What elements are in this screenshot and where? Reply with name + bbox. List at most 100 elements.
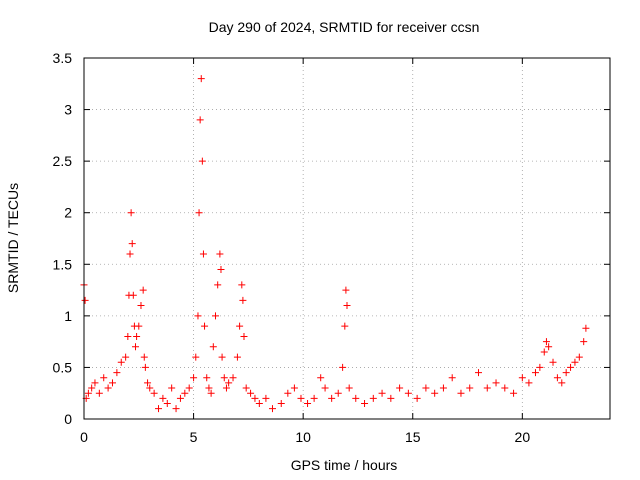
data-point [558, 379, 566, 387]
data-point [199, 250, 207, 258]
data-point [172, 405, 180, 413]
data-point [181, 389, 189, 397]
data-point [132, 343, 140, 351]
data-point [129, 291, 137, 299]
data-point [88, 384, 96, 392]
data-points [80, 75, 590, 413]
data-point [290, 384, 298, 392]
data-point [284, 389, 292, 397]
data-point [100, 374, 108, 382]
data-point [247, 389, 255, 397]
data-point [369, 394, 377, 402]
data-point [255, 400, 263, 408]
data-point [150, 389, 158, 397]
data-point [396, 384, 404, 392]
data-point [84, 389, 92, 397]
x-tick-label: 15 [405, 429, 421, 445]
data-point [195, 209, 203, 217]
data-point [238, 281, 246, 289]
y-tick-label: 1 [64, 308, 72, 324]
data-point [242, 384, 250, 392]
data-point [185, 384, 193, 392]
y-tick-label: 3 [64, 102, 72, 118]
data-point [567, 363, 575, 371]
data-point [328, 394, 336, 402]
data-point [575, 353, 583, 361]
data-point [124, 332, 132, 340]
data-point [207, 389, 215, 397]
data-point [95, 389, 103, 397]
y-tick-label: 3.5 [53, 50, 73, 66]
data-point [304, 400, 312, 408]
data-point [216, 250, 224, 258]
plot-frame [83, 57, 611, 420]
data-point [113, 369, 121, 377]
data-point [582, 324, 590, 332]
data-point [127, 209, 135, 217]
data-point [209, 343, 217, 351]
data-point [163, 400, 171, 408]
data-point [218, 353, 226, 361]
data-point [176, 394, 184, 402]
data-point [334, 389, 342, 397]
data-point [536, 363, 544, 371]
data-point [117, 358, 125, 366]
data-point [317, 374, 325, 382]
data-point [413, 394, 421, 402]
data-point [542, 338, 550, 346]
data-point [81, 296, 89, 304]
y-tick-label: 0 [64, 411, 72, 427]
data-point [220, 374, 228, 382]
data-point [345, 384, 353, 392]
data-point [104, 384, 112, 392]
data-point [192, 353, 200, 361]
data-point [239, 296, 247, 304]
x-tick-label: 10 [295, 429, 311, 445]
data-point [236, 322, 244, 330]
data-point [310, 394, 318, 402]
data-point [549, 358, 557, 366]
data-point [91, 379, 99, 387]
y-tick-label: 2.5 [53, 153, 73, 169]
data-point [196, 116, 204, 124]
data-point [466, 384, 474, 392]
data-point [155, 405, 163, 413]
data-point [140, 353, 148, 361]
data-point [518, 374, 526, 382]
data-point [492, 379, 500, 387]
data-point [135, 322, 143, 330]
x-tick-labels: 0 5 10 15 20 [80, 429, 530, 445]
data-point [122, 353, 130, 361]
data-point [262, 394, 270, 402]
data-point [229, 374, 237, 382]
y-tick-label: 2 [64, 205, 72, 221]
data-point [203, 374, 211, 382]
x-tick-label: 20 [515, 429, 531, 445]
data-point [531, 369, 539, 377]
data-point [225, 379, 233, 387]
data-point [126, 250, 134, 258]
data-point [387, 394, 395, 402]
data-point [501, 384, 509, 392]
data-point [159, 394, 167, 402]
data-point [251, 394, 259, 402]
data-point [268, 405, 276, 413]
data-point [240, 332, 248, 340]
data-point [510, 389, 518, 397]
data-point [321, 384, 329, 392]
data-point [214, 281, 222, 289]
data-point [342, 286, 350, 294]
data-point [378, 389, 386, 397]
data-point [217, 265, 225, 273]
data-point [198, 157, 206, 165]
data-point [525, 379, 533, 387]
data-point [222, 384, 230, 392]
data-point [197, 75, 205, 83]
data-point [341, 322, 349, 330]
data-point [212, 312, 219, 320]
y-axis-label: SRMTID / TECUs [5, 183, 21, 293]
data-point [339, 363, 347, 371]
data-point [343, 302, 351, 310]
data-point [553, 374, 561, 382]
data-point [545, 343, 553, 351]
